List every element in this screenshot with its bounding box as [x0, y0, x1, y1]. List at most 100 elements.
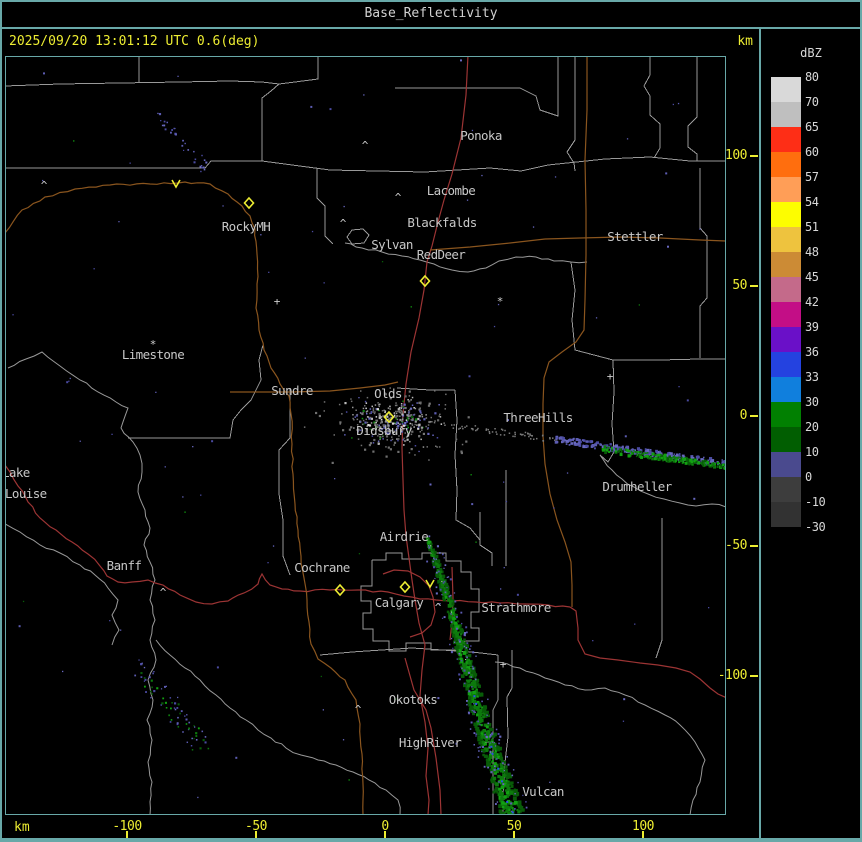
echo-pixel [408, 390, 411, 393]
echo-pixel [455, 627, 458, 630]
echo-pixel [507, 780, 510, 783]
echo-pixel [416, 402, 418, 404]
echo-pixel [451, 424, 453, 426]
echo-pixel [423, 418, 426, 421]
echo-pixel [195, 735, 198, 737]
echo-pixel [395, 412, 398, 415]
echo-pixel [437, 697, 440, 700]
echo-pixel [369, 442, 372, 445]
echo-pixel [304, 357, 306, 359]
echo-pixel [514, 433, 516, 436]
echo-pixel [404, 439, 407, 443]
echo-pixel [176, 722, 179, 725]
echo-pixel [487, 766, 490, 769]
echo-pixel [477, 692, 480, 695]
echo-pixel [357, 438, 360, 440]
echo-pixel [498, 804, 503, 809]
echo-pixel [606, 448, 609, 452]
echo-pixel [511, 774, 514, 777]
echo-pixel [436, 446, 438, 448]
echo-pixel [404, 395, 407, 398]
colorbar-value-label: 30 [805, 395, 819, 409]
echo-pixel [653, 457, 657, 461]
echo-pixel [554, 440, 558, 444]
echo-pixel [463, 682, 466, 685]
echo-pixel [433, 558, 436, 561]
echo-pixel [500, 428, 503, 430]
colorbar-value-label: 10 [805, 445, 819, 459]
echo-pixel [433, 563, 438, 568]
bottom-axis-unit: km [14, 820, 30, 835]
echo-pixel [378, 405, 380, 408]
echo-pixel [446, 610, 450, 614]
echo-pixel [489, 742, 491, 744]
echo-pixel [444, 582, 449, 587]
echo-pixel [499, 752, 502, 755]
colorbar-value-label: 65 [805, 120, 819, 134]
echo-pixel [474, 724, 478, 729]
echo-pixel [471, 686, 473, 688]
echo-pixel [594, 447, 596, 450]
echo-pixel [439, 413, 441, 416]
echo-pixel [345, 411, 348, 413]
echo-pixel [438, 446, 441, 448]
echo-pixel [720, 464, 724, 468]
echo-pixel [611, 448, 613, 450]
echo-pixel [490, 771, 493, 774]
echo-pixel [497, 733, 500, 735]
echo-pixel [442, 598, 447, 602]
echo-pixel [474, 699, 477, 702]
echo-pixel [639, 448, 642, 451]
echo-pixel [439, 576, 443, 580]
echo-pixel [461, 640, 464, 643]
echo-pixel [409, 422, 411, 425]
echo-pixel [703, 459, 707, 463]
echo-pixel [418, 450, 420, 453]
echo-pixel [619, 453, 623, 457]
echo-pixel [398, 411, 401, 413]
echo-pixel [419, 407, 421, 409]
echo-pixel [374, 411, 376, 413]
echo-pixel [505, 500, 508, 503]
echo-pixel [504, 429, 506, 432]
window-title[interactable]: Base_Reflectivity [364, 6, 498, 21]
echo-pixel [73, 140, 75, 142]
echo-pixel [485, 736, 488, 739]
echo-pixel [505, 790, 510, 795]
echo-pixel [503, 769, 505, 772]
echo-pixel [425, 425, 427, 428]
echo-pixel [514, 793, 516, 795]
echo-pixel [648, 454, 651, 456]
echo-pixel [617, 450, 621, 453]
echo-pixel [655, 449, 658, 453]
window-border-right [860, 0, 862, 842]
echo-pixel [379, 422, 382, 424]
echo-pixel [463, 645, 466, 648]
echo-pixel [498, 739, 501, 741]
echo-pixel [463, 633, 466, 636]
echo-pixel [506, 792, 511, 797]
echo-pixel [490, 778, 494, 782]
boundary-line [5, 80, 280, 87]
echo-pixel [458, 673, 461, 676]
symbol-asterisk: * [150, 338, 157, 351]
echo-pixel [451, 630, 455, 634]
echo-pixel [171, 702, 173, 704]
echo-pixel [315, 411, 318, 415]
echo-pixel [160, 120, 162, 122]
radar-map[interactable]: Ponoka Lacombe Blackfalds Sylvan RedDeer Stet… [5, 56, 726, 815]
echo-pixel [505, 809, 509, 813]
echo-pixel [488, 755, 493, 759]
echo-pixel [509, 790, 513, 795]
echo-pixel [458, 639, 460, 641]
echo-pixel [400, 430, 403, 432]
echo-pixel [448, 612, 452, 616]
echo-pixel [406, 424, 409, 427]
echo-pixel [403, 444, 405, 446]
echo-pixel [710, 461, 713, 464]
echo-pixel [513, 789, 517, 794]
echo-pixel [488, 431, 491, 433]
echo-pixel [643, 452, 645, 454]
colorbar-swatch [771, 227, 801, 252]
road-red [404, 657, 442, 815]
